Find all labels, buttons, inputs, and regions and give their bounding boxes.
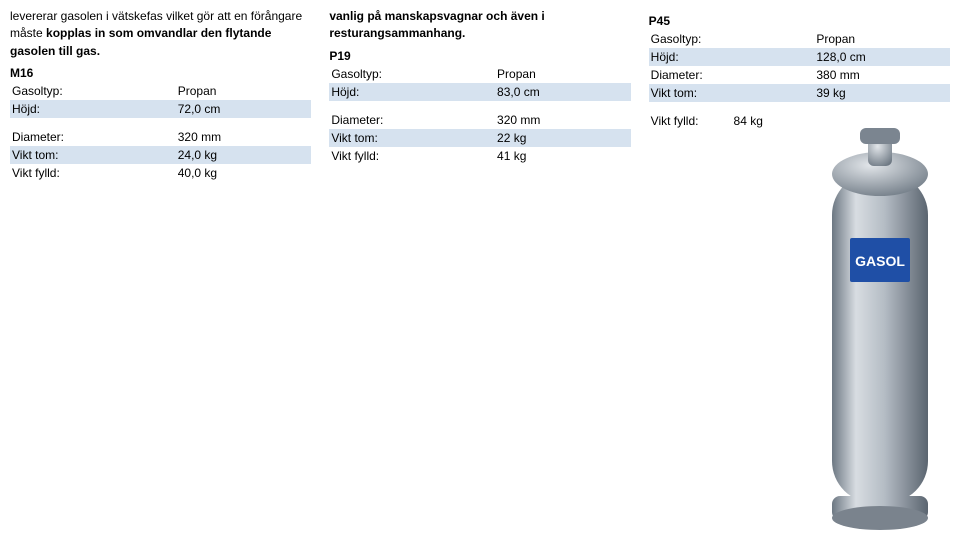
spec-value: 41 kg [495, 147, 631, 165]
spec-table-1-bottom: Diameter:320 mmVikt tom:24,0 kgVikt fyll… [10, 128, 311, 182]
spec-row: Vikt fylld:84 kg [649, 112, 800, 130]
column-m16: levererar gasolen i vätskefas vilket gör… [10, 8, 311, 192]
spec-label: Diameter: [329, 111, 495, 129]
spec-table-1-top: Gasoltyp:PropanHöjd:72,0 cm [10, 82, 311, 118]
spec-label: Gasoltyp: [10, 82, 176, 100]
spec-row: Diameter:320 mm [10, 128, 311, 146]
spec-label: Gasoltyp: [329, 65, 495, 83]
spec-row: Höjd:128,0 cm [649, 48, 950, 66]
model-name-2: P19 [329, 49, 630, 63]
model-name-3: P45 [649, 14, 950, 28]
spec-value: Propan [814, 30, 950, 48]
spec-row: Gasoltyp:Propan [329, 65, 630, 83]
spec-label: Höjd: [329, 83, 495, 101]
spec-value: 320 mm [176, 128, 312, 146]
spec-label: Vikt fylld: [10, 164, 176, 182]
intro-text-2: vanlig på manskapsvagnar och även i rest… [329, 8, 630, 43]
spec-label: Gasoltyp: [649, 30, 815, 48]
cylinder-label-text: GASOL [855, 253, 905, 269]
spec-value: Propan [495, 65, 631, 83]
spec-table-2-bottom: Diameter:320 mmVikt tom:22 kgVikt fylld:… [329, 111, 630, 165]
spec-row: Diameter:380 mm [649, 66, 950, 84]
column-p19: vanlig på manskapsvagnar och även i rest… [329, 8, 630, 192]
spec-value: 380 mm [814, 66, 950, 84]
spec-label: Vikt fylld: [649, 112, 732, 130]
spec-value: 72,0 cm [176, 100, 312, 118]
spec-row: Diameter:320 mm [329, 111, 630, 129]
model-name-1: M16 [10, 66, 311, 80]
spec-table-2-top: Gasoltyp:PropanHöjd:83,0 cm [329, 65, 630, 101]
column-p45: P45 Gasoltyp:PropanHöjd:128,0 cmDiameter… [649, 8, 950, 192]
gas-cylinder-image: GASOL [820, 118, 940, 538]
spec-label: Diameter: [649, 66, 815, 84]
spec-row: Vikt tom:22 kg [329, 129, 630, 147]
spec-label: Diameter: [10, 128, 176, 146]
spec-label: Höjd: [649, 48, 815, 66]
spec-row: Höjd:72,0 cm [10, 100, 311, 118]
spec-value: 39 kg [814, 84, 950, 102]
intro-text-1: levererar gasolen i vätskefas vilket gör… [10, 8, 311, 60]
spec-label: Vikt tom: [329, 129, 495, 147]
spec-value: 24,0 kg [176, 146, 312, 164]
spec-value: 128,0 cm [814, 48, 950, 66]
spec-row: Vikt fylld:41 kg [329, 147, 630, 165]
spec-value: 320 mm [495, 111, 631, 129]
spec-row: Höjd:83,0 cm [329, 83, 630, 101]
spec-label: Vikt tom: [10, 146, 176, 164]
spec-row: Gasoltyp:Propan [649, 30, 950, 48]
spec-value: 40,0 kg [176, 164, 312, 182]
spec-row: Vikt tom:39 kg [649, 84, 950, 102]
spec-row: Vikt tom:24,0 kg [10, 146, 311, 164]
spec-value: 22 kg [495, 129, 631, 147]
spec-value: 83,0 cm [495, 83, 631, 101]
spec-value: 84 kg [732, 112, 800, 130]
spec-label: Vikt tom: [649, 84, 815, 102]
spec-table-3-top: Gasoltyp:PropanHöjd:128,0 cmDiameter:380… [649, 30, 950, 102]
spec-value: Propan [176, 82, 312, 100]
spec-table-3-bottom: Vikt fylld:84 kg [649, 112, 800, 130]
spec-label: Vikt fylld: [329, 147, 495, 165]
spec-row: Gasoltyp:Propan [10, 82, 311, 100]
spec-row: Vikt fylld:40,0 kg [10, 164, 311, 182]
spec-label: Höjd: [10, 100, 176, 118]
